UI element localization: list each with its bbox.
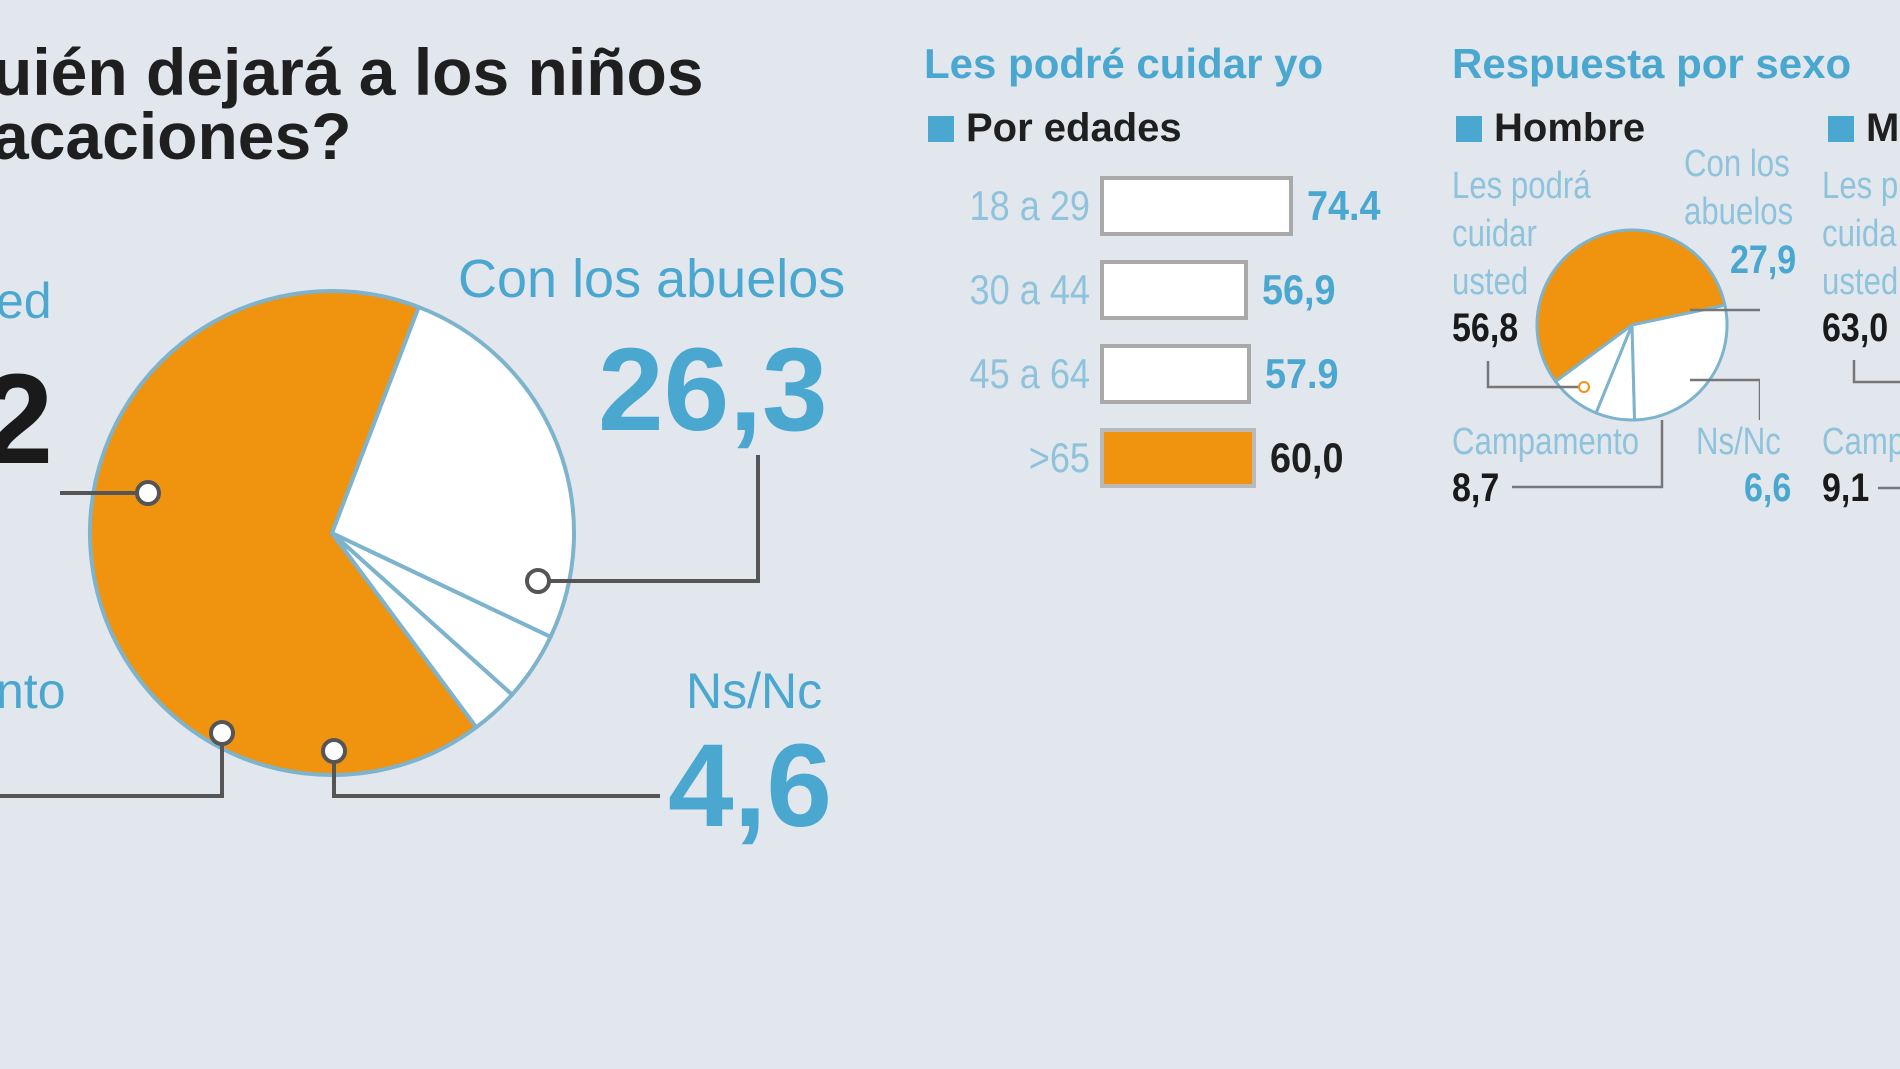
value-nsnc: 4,6 (668, 720, 833, 852)
hombre-pie-slice-les-podra-cuidar-usted (1535, 228, 1727, 383)
mujer-legend-label-partial: M (1866, 106, 1900, 150)
hombre-pie-chart (1486, 228, 1760, 489)
legend-swatch (928, 115, 954, 142)
age-bar-value: 74.4 (1307, 182, 1382, 229)
main-pie-slice-les-podra-cuidar-usted (88, 288, 479, 777)
hombre-pie-slices (1535, 228, 1729, 422)
age-category-label: 30 a 44 (969, 266, 1090, 313)
legend-swatch (1828, 115, 1854, 142)
main-pie-chart (0, 288, 760, 798)
mujer-legend: M (1828, 106, 1899, 151)
age-bar (1100, 260, 1248, 320)
label-nsnc: Ns/Nc (686, 663, 823, 719)
age-bar-value: 60,0 (1270, 434, 1344, 481)
mujer-leader-stubs (1852, 360, 1900, 490)
hombre-usted-label-line-1: Les podrá (1452, 165, 1591, 207)
hombre-nsnc-value: 6,6 (1744, 466, 1792, 510)
age-bar (1100, 176, 1294, 236)
age-bar (1100, 428, 1256, 488)
hombre-abuelos-label-line-1: Con los (1684, 143, 1790, 185)
hombre-usted-value: 56,8 (1452, 306, 1519, 350)
leader-campamento (0, 733, 224, 798)
label-abuelos: Con los abuelos (458, 249, 846, 309)
age-category-label: 18 a 29 (969, 182, 1090, 229)
value-usted-partial: 2 (0, 348, 54, 491)
hombre-leader-usted (1486, 361, 1584, 389)
leader-dot-campamento (209, 720, 235, 746)
age-section-title: Les podré cuidar yo (924, 40, 1324, 87)
hombre-leader-dot-usted (1578, 381, 1590, 393)
main-title-line-2: acaciones? (0, 99, 352, 173)
age-bar-value: 56,9 (1261, 266, 1336, 313)
sex-section-title: Respuesta por sexo (1452, 40, 1852, 87)
age-legend: Por edades (928, 106, 1182, 151)
hombre-leader-campamento (1512, 420, 1664, 489)
mujer-usted-value: 63,0 (1822, 306, 1889, 350)
hombre-abuelos-label: Con los abuelos (1684, 140, 1793, 236)
hombre-legend: Hombre (1456, 106, 1645, 151)
hombre-nsnc-label: Ns/Nc (1696, 421, 1781, 463)
hombre-abuelos-value: 27,9 (1730, 238, 1797, 282)
hombre-usted-label-line-3: usted (1452, 261, 1529, 303)
main-pie-leaders (0, 455, 760, 798)
hombre-pie-leaders (1486, 308, 1760, 489)
mujer-campamento-label-partial: Camp (1822, 421, 1900, 463)
hombre-legend-label: Hombre (1494, 106, 1646, 150)
label-campamento-partial: nto (0, 663, 66, 719)
leader-dot-nsnc (321, 738, 347, 764)
value-abuelos: 26,3 (598, 324, 828, 456)
mujer-usted-label-line-1: Les p (1822, 165, 1899, 207)
label-usted-partial: ed (0, 273, 52, 329)
hombre-campamento-value: 8,7 (1452, 466, 1500, 510)
mujer-usted-label-line-3: usted (1822, 261, 1899, 303)
hombre-pie-slice-con-los-abuelos (1630, 303, 1729, 422)
leader-nsnc (332, 751, 660, 798)
mujer-leader-usted (1852, 360, 1900, 384)
leader-dot-abuelos (525, 568, 551, 594)
age-category-label: 45 a 64 (969, 350, 1090, 397)
hombre-campamento-label: Campamento (1452, 421, 1640, 463)
leader-abuelos (538, 455, 760, 583)
main-pie-slices (88, 288, 576, 777)
legend-swatch (1456, 115, 1482, 142)
age-bar-value: 57.9 (1264, 350, 1339, 397)
main-pie-slice-con-los-abuelos (330, 305, 576, 639)
hombre-leader-nsnc (1690, 378, 1760, 420)
age-bar (1100, 344, 1251, 404)
hombre-abuelos-label-line-2: abuelos (1684, 191, 1794, 233)
mujer-campamento-value: 9,1 (1822, 466, 1870, 510)
main-title-line-1: uién dejará a los niños (0, 35, 704, 109)
mujer-usted-label-line-2: cuida (1822, 213, 1897, 255)
hombre-usted-label: Les podrá cuidar usted (1452, 162, 1591, 306)
mujer-usted-label-partial: Les p cuida usted (1822, 162, 1898, 306)
hombre-usted-label-line-2: cuidar (1452, 213, 1537, 255)
leader-dot-usted (135, 480, 161, 506)
age-legend-label: Por edades (966, 106, 1182, 150)
age-category-label: >65 (1028, 434, 1090, 481)
